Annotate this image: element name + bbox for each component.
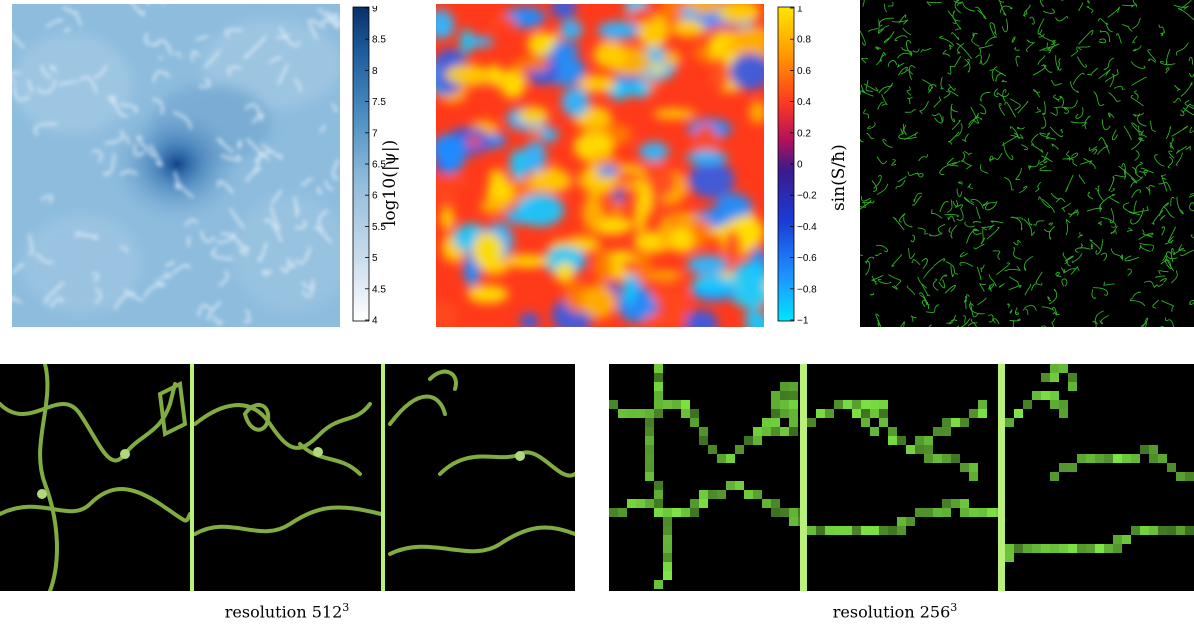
phase-colorbar: 1 0.8 0.6 0.4 0.2 0 −0.2 −0.4 −0.6 −0.8 −1 sin(S/ħ… [777,6,867,326]
caption-512: resolution 5123 [224,601,350,622]
phase-colorbar-tick-label: 0.6 [797,66,811,77]
density-colorbar-tick-label: 5 [372,253,378,264]
density-image [12,4,340,327]
phase-colorbar-tick-label: −0.4 [797,222,817,233]
density-colorbar-tick-label: 5.5 [372,222,386,233]
density-colorbar-tick-label: 4.5 [372,284,386,295]
density-colorbar-label: log10(|ψ|) [380,139,400,226]
phase-colorbar-tick-label: 0.4 [797,97,811,108]
zoom-512-strip [0,364,575,591]
density-colorbar-tick-label: 6 [372,191,378,202]
phase-image [436,4,764,327]
divider-line [381,364,385,591]
density-colorbar-tick-label: 9 [372,6,378,15]
filament-image [860,0,1194,327]
density-colorbar-tick-label: 7 [372,128,378,139]
phase-colorbar-tick-label: −0.8 [797,284,817,295]
density-colorbar-tick-label: 8.5 [372,35,386,46]
divider-line [800,364,807,591]
phase-colorbar-tick-label: 0.2 [797,128,811,139]
phase-colorbar-tick-label: −0.6 [797,253,817,264]
phase-colorbar-tick-label: 0.8 [797,35,811,46]
density-colorbar-tick-label: 7.5 [372,97,386,108]
phase-colorbar-tick-label: 1 [797,6,803,15]
phase-colorbar-tick-label: −1 [797,316,809,327]
density-colorbar-tick-label: 8 [372,66,378,77]
density-colorbar-tick-label: 6.5 [372,160,386,171]
phase-colorbar-tick-label: 0 [797,160,803,171]
phase-colorbar-tick-label: −0.2 [797,191,817,202]
zoom-256-strip [609,364,1194,591]
density-colorbar-tick-label: 4 [372,316,378,327]
density-colorbar: 9 8.5 8 7.5 7 6.5 6 5.5 5 4.5 4 log10(|ψ|) [352,6,442,326]
divider-line [998,364,1005,591]
divider-line [190,364,194,591]
phase-colorbar-label: sin(S/ħ) [829,144,849,211]
caption-256: resolution 2563 [832,601,958,622]
